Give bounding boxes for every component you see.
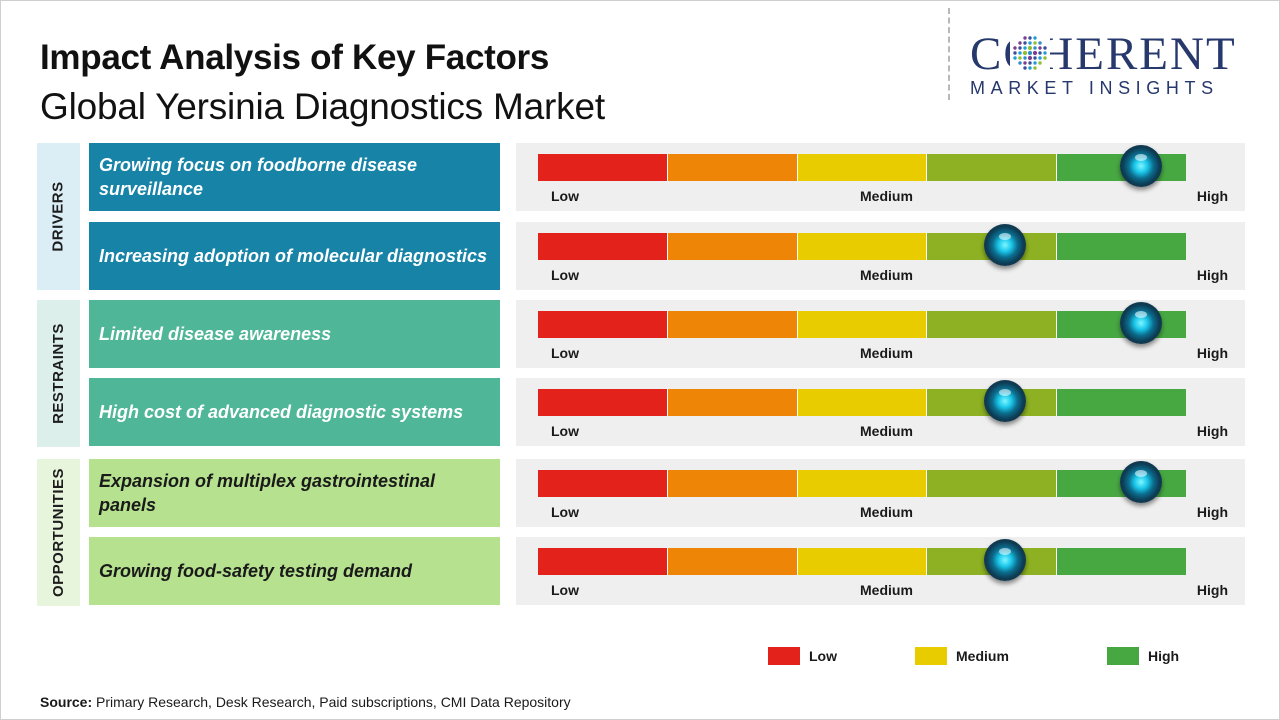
impact-gauge: Low Medium High — [516, 143, 1245, 211]
impact-gauge: Low Medium High — [516, 222, 1245, 290]
logo-dot-globe-icon — [1010, 33, 1050, 73]
page-title: Impact Analysis of Key Factors — [40, 38, 550, 77]
scale-segment-1 — [538, 233, 667, 260]
scale-segment-5 — [1056, 233, 1186, 260]
scale-label-low: Low — [551, 188, 579, 204]
scale-segment-4 — [926, 470, 1057, 497]
scale-segment-3 — [796, 233, 927, 260]
legend-label: Medium — [956, 648, 1009, 664]
factor-label-text: Growing food-safety testing demand — [99, 561, 413, 581]
scale-label-low: Low — [551, 582, 579, 598]
scale-segment-2 — [666, 470, 797, 497]
scale-label-high: High — [1196, 582, 1228, 598]
legend-swatch — [915, 647, 947, 665]
source-text: Primary Research, Desk Research, Paid su… — [96, 694, 571, 710]
scale-segment-5 — [1056, 548, 1186, 575]
legend-swatch — [1107, 647, 1139, 665]
scale-segment-1 — [538, 548, 667, 575]
scale-label-med: Medium — [860, 267, 913, 283]
impact-scale-bar — [538, 311, 1186, 338]
scale-label-low: Low — [551, 504, 579, 520]
group-label-text: DRIVERS — [50, 181, 67, 252]
group-label-restraints: RESTRAINTS — [37, 300, 80, 447]
factor-label: Expansion of multiplex gastrointestinal … — [89, 459, 500, 527]
scale-label-low: Low — [551, 267, 579, 283]
scale-label-high: High — [1196, 188, 1228, 204]
scale-segment-4 — [926, 311, 1057, 338]
scale-segment-3 — [796, 311, 927, 338]
scale-segment-3 — [796, 470, 927, 497]
source-note: Source: Primary Research, Desk Research,… — [40, 694, 571, 710]
scale-segment-1 — [538, 389, 667, 416]
scale-label-med: Medium — [860, 582, 913, 598]
legend-item-medium: Medium — [915, 647, 1009, 665]
legend-swatch — [768, 647, 800, 665]
scale-segment-4 — [926, 154, 1057, 181]
impact-marker-knob — [1119, 461, 1162, 503]
scale-label-high: High — [1196, 423, 1228, 439]
scale-segment-3 — [796, 154, 927, 181]
impact-scale-bar — [538, 470, 1186, 497]
factor-label: Growing focus on foodborne disease surve… — [89, 143, 500, 211]
impact-gauge: Low Medium High — [516, 300, 1245, 368]
impact-gauge: Low Medium High — [516, 378, 1245, 446]
factor-label: Growing food-safety testing demand — [89, 537, 500, 605]
group-label-drivers: DRIVERS — [37, 143, 80, 290]
scale-label-med: Medium — [860, 188, 913, 204]
scale-label-high: High — [1196, 504, 1228, 520]
impact-scale-bar — [538, 548, 1186, 575]
factor-label: High cost of advanced diagnostic systems — [89, 378, 500, 446]
impact-scale-bar — [538, 154, 1186, 181]
legend-label: Low — [809, 648, 837, 664]
legend-item-low: Low — [768, 647, 837, 665]
legend-label: High — [1148, 648, 1180, 664]
scale-segment-1 — [538, 470, 667, 497]
scale-label-high: High — [1196, 345, 1228, 361]
logo-tagline: MARKET INSIGHTS — [970, 78, 1219, 98]
factor-label-text: Increasing adoption of molecular diagnos… — [99, 246, 488, 266]
page-subtitle: Global Yersinia Diagnostics Market — [40, 86, 605, 127]
impact-marker-knob — [983, 224, 1026, 266]
scale-segment-3 — [796, 548, 927, 575]
scale-segment-5 — [1056, 389, 1186, 416]
scale-label-high: High — [1196, 267, 1228, 283]
scale-label-low: Low — [551, 345, 579, 361]
impact-marker-knob — [983, 539, 1026, 581]
scale-segment-2 — [666, 233, 797, 260]
scale-segment-2 — [666, 154, 797, 181]
factor-label-text: High cost of advanced diagnostic systems — [99, 402, 464, 422]
company-logo: COHERENT MARKET INSIGHTS — [966, 28, 1266, 108]
scale-segment-3 — [796, 389, 927, 416]
impact-marker-knob — [1119, 302, 1162, 344]
impact-scale-bar — [538, 389, 1186, 416]
factor-label: Increasing adoption of molecular diagnos… — [89, 222, 500, 290]
impact-marker-knob — [983, 380, 1026, 422]
impact-scale-bar — [538, 233, 1186, 260]
impact-marker-knob — [1119, 145, 1162, 187]
factor-label-text: Expansion of multiplex gastrointestinal … — [99, 471, 436, 515]
group-label-text: RESTRAINTS — [50, 323, 67, 424]
legend-item-high: High — [1107, 647, 1179, 665]
scale-segment-2 — [666, 389, 797, 416]
group-label-text: OPPORTUNITIES — [50, 467, 68, 598]
impact-gauge: Low Medium High — [516, 459, 1245, 527]
scale-segment-2 — [666, 548, 797, 575]
impact-gauge: Low Medium High — [516, 537, 1245, 605]
group-label-opportunities: OPPORTUNITIES — [37, 459, 80, 606]
scale-segment-2 — [666, 311, 797, 338]
scale-label-med: Medium — [860, 504, 913, 520]
logo-divider — [948, 8, 950, 100]
factor-label-text: Limited disease awareness — [99, 324, 332, 344]
factor-label: Limited disease awareness — [89, 300, 500, 368]
scale-segment-1 — [538, 311, 667, 338]
factor-label-text: Growing focus on foodborne disease surve… — [99, 155, 418, 199]
scale-segment-1 — [538, 154, 667, 181]
scale-label-med: Medium — [860, 423, 913, 439]
scale-label-low: Low — [551, 423, 579, 439]
scale-label-med: Medium — [860, 345, 913, 361]
source-label: Source: — [40, 694, 93, 710]
